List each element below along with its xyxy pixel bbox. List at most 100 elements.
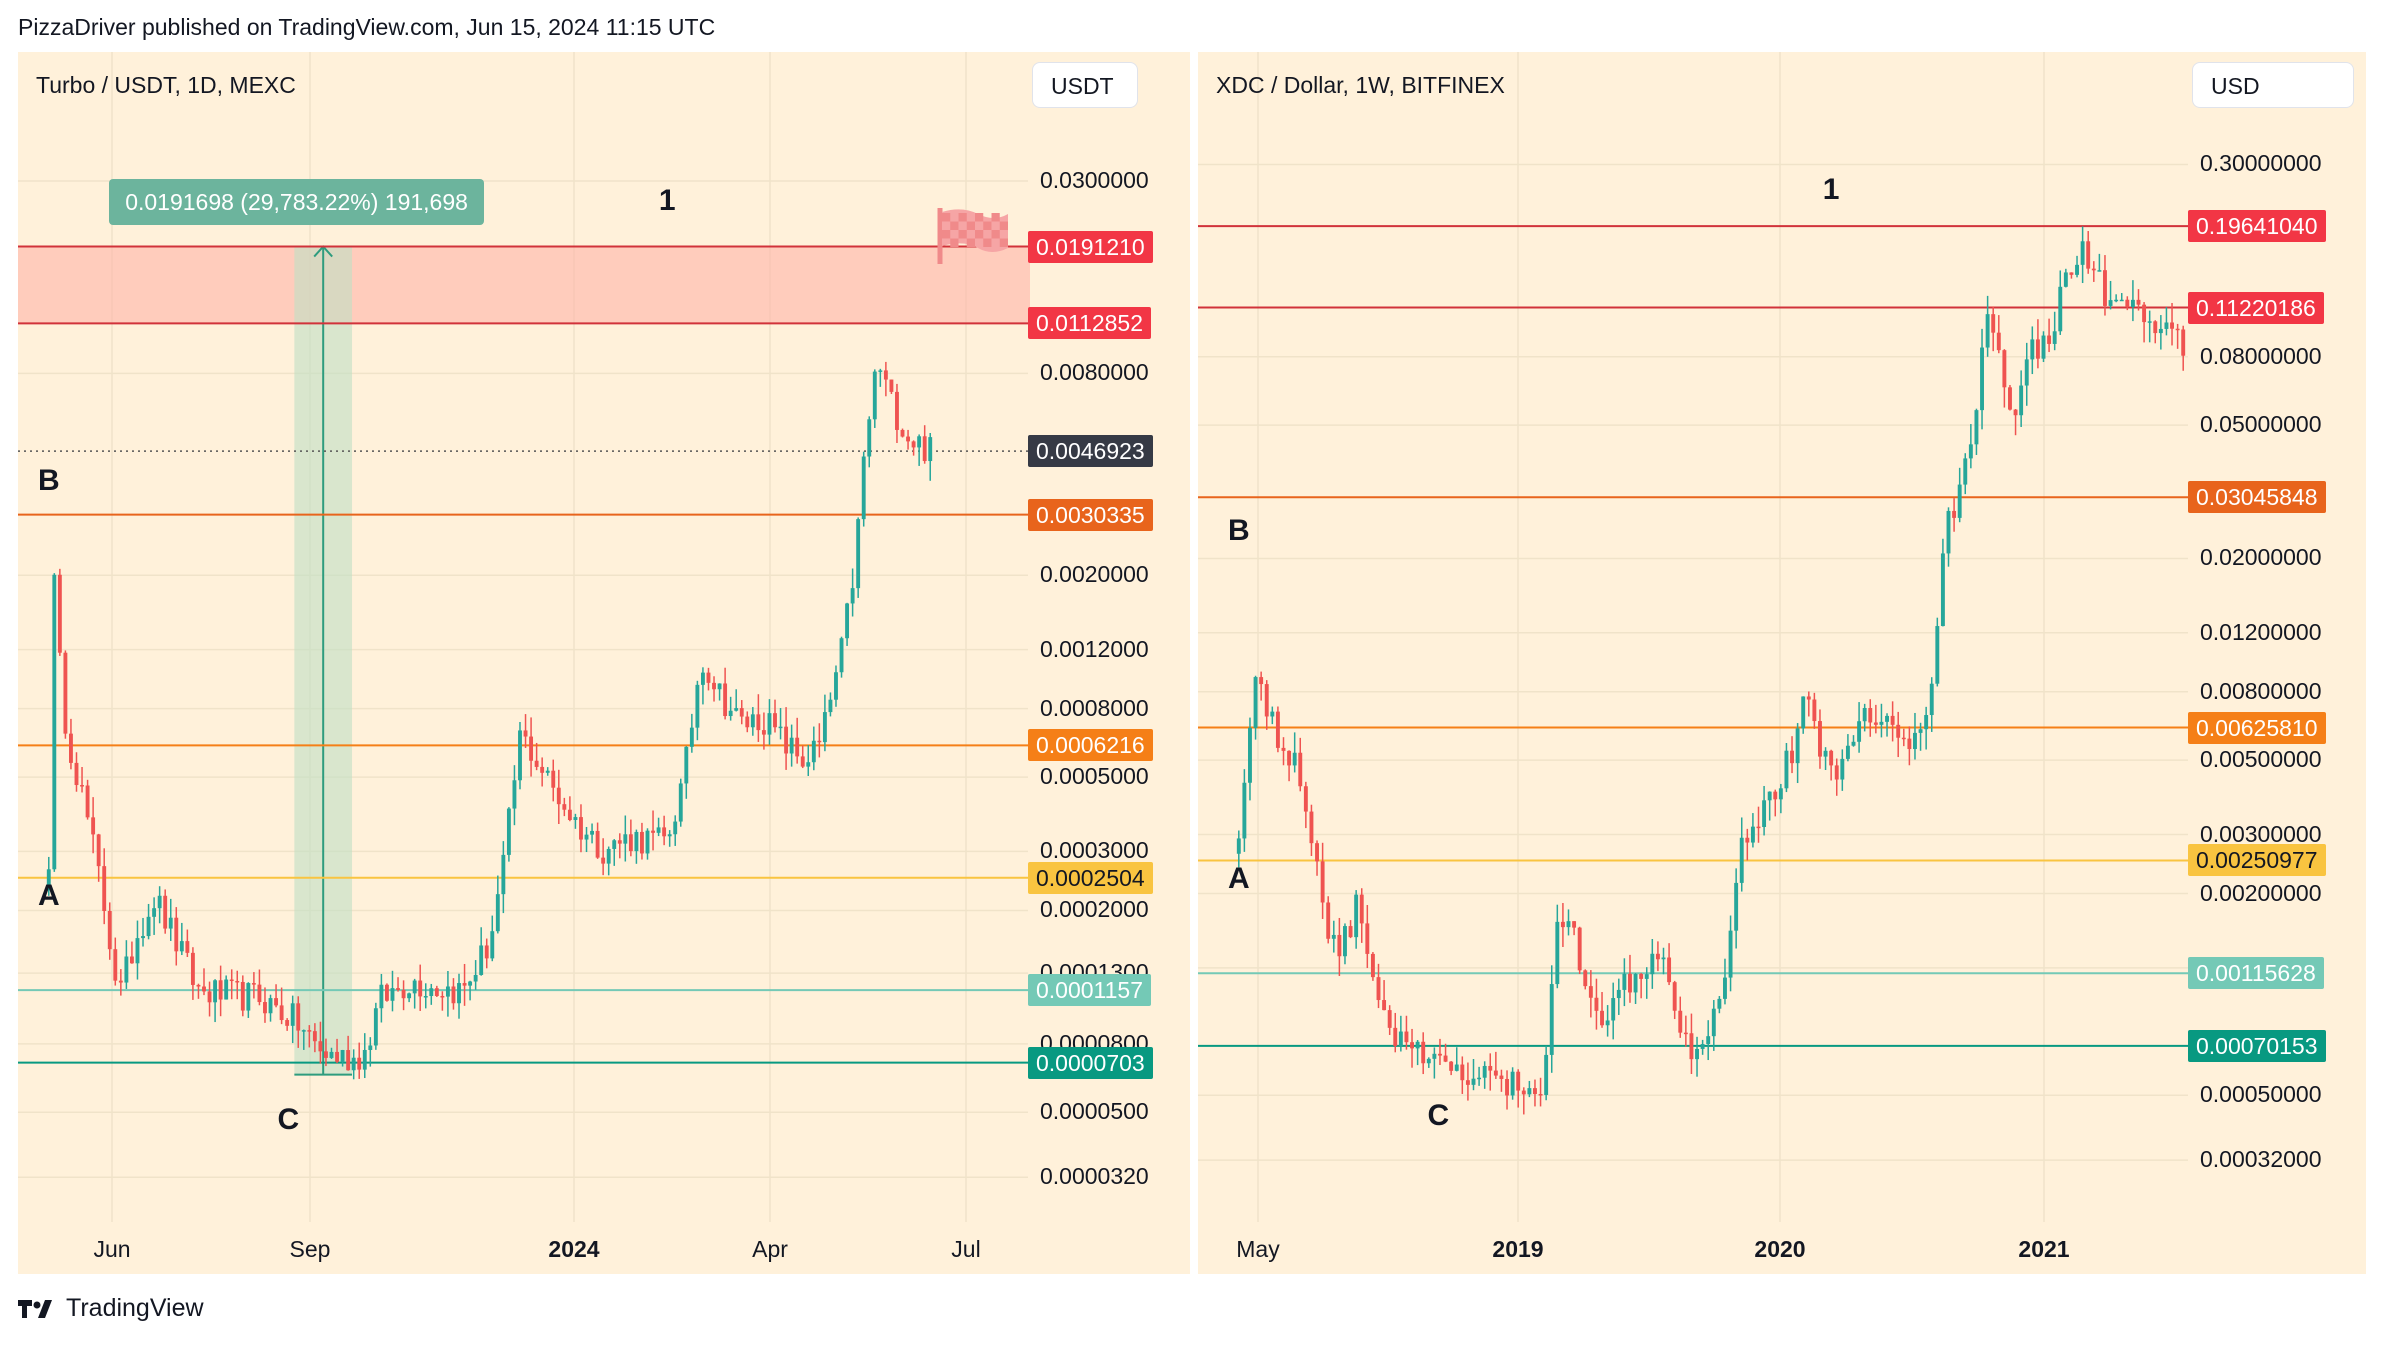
candle-body (767, 713, 772, 735)
candle-body (96, 834, 101, 867)
tradingview-brand: TradingView (66, 1294, 204, 1322)
candle-body (1387, 1010, 1392, 1028)
candle-body (2103, 270, 2107, 306)
candle-body (69, 733, 73, 763)
y-tick-label: 0.0005000 (1040, 763, 1149, 790)
candle-body (1281, 747, 1286, 751)
candle-body (623, 834, 628, 844)
candle-body (2170, 322, 2174, 329)
candle-body (878, 370, 883, 372)
candle-body (1270, 711, 1275, 717)
candle-body (1499, 1075, 1504, 1079)
candles[interactable] (46, 361, 933, 1080)
tradingview-logo-icon (18, 1299, 52, 1318)
candle-body (889, 379, 894, 392)
x-tick-label: 2019 (1492, 1236, 1544, 1262)
candle-body (1818, 721, 1822, 757)
candle-body (1343, 926, 1347, 957)
candle-body (512, 780, 517, 809)
tradingview-footer[interactable]: TradingView (18, 1294, 204, 1323)
candle-body (2136, 299, 2141, 305)
candle-body (856, 519, 861, 589)
candle-body (301, 1030, 306, 1032)
candle-body (2153, 321, 2158, 334)
candle-body (484, 945, 489, 959)
candle-body (385, 984, 389, 1001)
candle-body (196, 984, 201, 987)
candle-body (118, 980, 123, 983)
candle-body (501, 854, 506, 895)
candle-body (506, 808, 511, 855)
candle-body (285, 1020, 290, 1026)
candle-body (2147, 321, 2152, 323)
candle-body (700, 672, 705, 685)
level-badge: 0.0046923 (1028, 435, 1153, 468)
candle-body (1426, 1058, 1431, 1064)
xdc-chart-svg[interactable] (1198, 52, 2366, 1274)
candle-body (828, 699, 833, 713)
turbo-chart-panel[interactable]: Turbo / USDT, 1D, MEXC USDT Jun Sep 2024 Ap… (18, 52, 1190, 1274)
level-badge: 0.00115628 (2188, 957, 2324, 990)
candle-body (1644, 974, 1649, 979)
candle-body (1795, 728, 1800, 764)
candle-body (52, 574, 57, 870)
candle-body (1605, 1020, 1610, 1026)
candle-body (1376, 977, 1381, 1001)
candle-body (1505, 1078, 1509, 1096)
candle-body (1337, 934, 1342, 957)
y-tick-label: 0.00050000 (2200, 1081, 2322, 1108)
candle-body (2181, 329, 2186, 356)
candle-body (418, 980, 423, 997)
candle-body (1678, 1010, 1683, 1033)
candle-body (1410, 1042, 1414, 1049)
xdc-currency-button[interactable]: USD (2192, 62, 2354, 108)
candle-body (2175, 328, 2180, 331)
candle-body (1544, 1054, 1549, 1095)
candle-body (806, 762, 811, 767)
candle-body (152, 908, 157, 917)
turbo-currency-button[interactable]: USDT (1032, 62, 1138, 108)
candle-body (1711, 1008, 1716, 1037)
candle-body (2125, 299, 2130, 307)
candle-body (2019, 385, 2024, 416)
candle-body (1946, 510, 1951, 554)
wave-label-1: 1 (658, 183, 676, 217)
candle-body (2063, 272, 2068, 287)
candle-body (2047, 335, 2052, 344)
candle-body (534, 760, 539, 767)
candle-body (662, 827, 667, 837)
x-tick-label: Jun (93, 1236, 131, 1262)
candle-body (1236, 838, 1241, 854)
candle-body (2158, 328, 2163, 334)
candle-body (1639, 973, 1644, 979)
candle-body (1968, 444, 1973, 459)
y-tick-label: 0.0012000 (1040, 635, 1149, 662)
candle-body (1326, 902, 1331, 939)
candle-body (2119, 299, 2124, 302)
candle-body (335, 1051, 339, 1062)
candle-body (340, 1050, 345, 1062)
candle-body (429, 988, 434, 997)
candle-body (872, 371, 877, 420)
candle-body (1756, 826, 1761, 829)
candle-body (1896, 724, 1901, 738)
candle-body (1790, 750, 1794, 764)
candle-body (1443, 1055, 1448, 1062)
y-tick-label: 0.0000320 (1040, 1163, 1149, 1190)
xdc-chart-panel[interactable]: XDC / Dollar, 1W, BITFINEX USD May 2019 20… (1198, 52, 2366, 1274)
candle-body (1672, 982, 1677, 1011)
candle-body (1354, 894, 1359, 938)
turbo-chart-svg[interactable] (18, 52, 1190, 1274)
candle-body (1577, 927, 1582, 971)
candles[interactable] (1236, 226, 2186, 1115)
candle-body (745, 716, 750, 728)
candle-body (1510, 1071, 1515, 1096)
candle-body (1767, 791, 1772, 801)
x-tick-label: 2024 (548, 1236, 600, 1262)
candle-body (451, 986, 456, 1004)
candle-body (362, 1049, 367, 1070)
candle-body (1974, 410, 1979, 445)
y-tick-label: 0.00200000 (2200, 879, 2322, 906)
candle-body (1857, 721, 1862, 742)
candle-body (468, 981, 473, 986)
